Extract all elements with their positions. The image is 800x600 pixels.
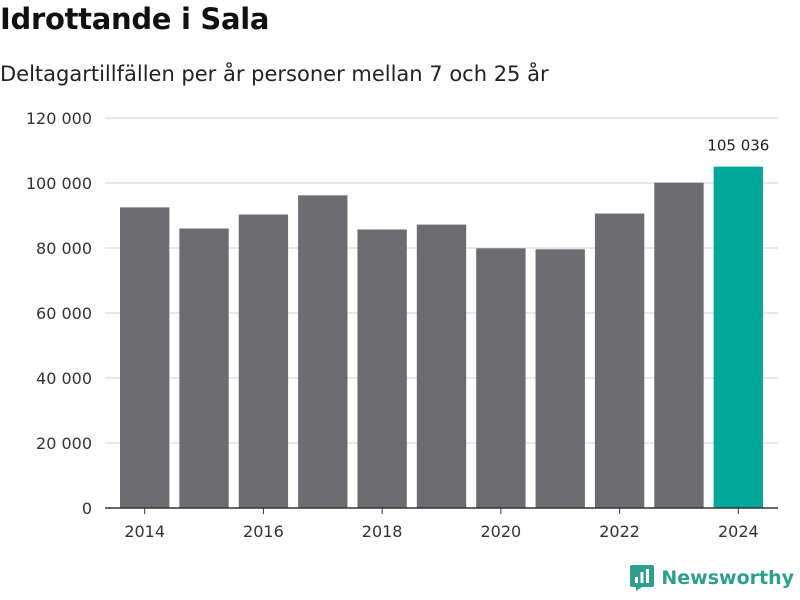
y-tick-label: 60 000: [36, 304, 92, 323]
data-label: 105 036: [707, 137, 769, 155]
bar-2019: [416, 224, 467, 508]
x-tick-label: 2018: [362, 522, 403, 541]
bar-2016: [238, 214, 289, 508]
brand-logo: Newsworthy: [629, 564, 794, 592]
x-tick-label: 2020: [481, 522, 522, 541]
chart-title: Idrottande i Sala: [0, 2, 270, 36]
y-tick-label: 100 000: [26, 174, 92, 193]
chart-subtitle: Deltagartillfällen per år personer mella…: [0, 62, 549, 86]
x-tick-label: 2022: [599, 522, 640, 541]
x-tick-label: 2024: [718, 522, 759, 541]
bar-2022: [594, 213, 645, 509]
newsworthy-logo-icon: [630, 565, 655, 591]
bar-2020: [476, 248, 526, 508]
x-tick-label: 2016: [243, 522, 284, 541]
y-tick-label: 0: [82, 499, 92, 518]
bar-2014: [120, 207, 170, 508]
y-tick-label: 120 000: [26, 109, 92, 128]
bar-2017: [298, 195, 348, 508]
y-tick-label: 40 000: [36, 369, 92, 388]
bar-2018: [357, 229, 407, 508]
bar-2024: [713, 166, 763, 508]
bar-2021: [535, 249, 585, 509]
brand-name: Newsworthy: [661, 567, 794, 589]
y-tick-label: 80 000: [36, 239, 92, 258]
y-tick-label: 20 000: [36, 434, 92, 453]
x-tick-label: 2014: [124, 522, 165, 541]
bar-2023: [654, 182, 704, 509]
bar-2015: [179, 228, 229, 508]
